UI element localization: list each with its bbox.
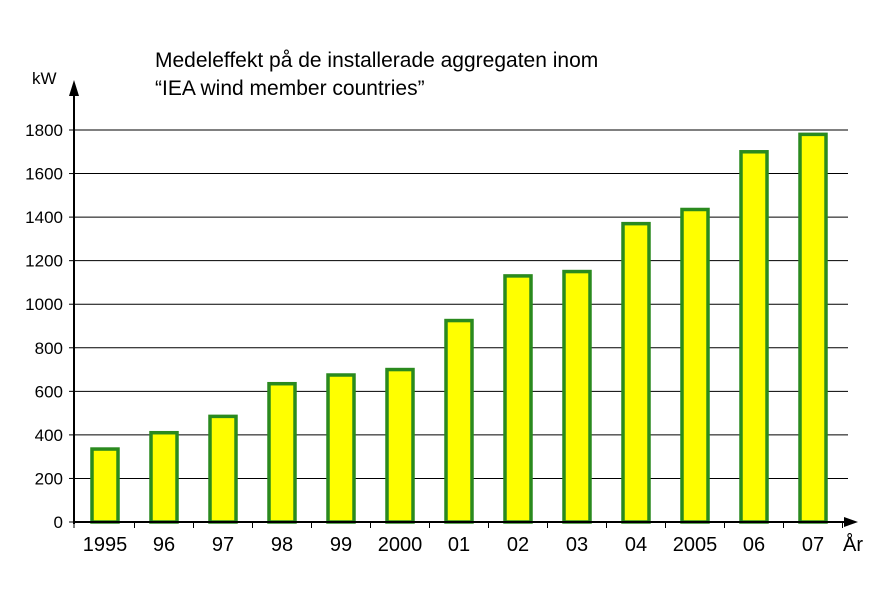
bar-98 xyxy=(267,381,297,524)
x-tick-label: 2005 xyxy=(673,534,718,556)
x-tick-label: 99 xyxy=(330,534,352,556)
x-tick-label: 97 xyxy=(212,534,234,556)
y-tick-label: 1800 xyxy=(25,121,63,140)
y-tick-label: 0 xyxy=(54,513,63,532)
bar-01 xyxy=(444,318,474,524)
bar-97 xyxy=(208,414,238,524)
bar-02 xyxy=(503,274,533,524)
x-tick-label: 98 xyxy=(271,534,293,556)
x-tick-label: 06 xyxy=(743,534,765,556)
x-tick-label: 01 xyxy=(448,534,470,556)
x-tick-label: 07 xyxy=(802,534,824,556)
x-tick-label: 96 xyxy=(153,534,175,556)
chart-title-line-2: “IEA wind member countries” xyxy=(155,77,425,100)
y-tick-label: 1200 xyxy=(25,252,63,271)
bar-03 xyxy=(562,269,592,524)
grid-lines xyxy=(74,129,848,479)
y-tick-label: 1600 xyxy=(25,165,63,184)
y-ticks: 0 200 400 600 800 1000 1200 1400 1600 1800 xyxy=(25,121,74,532)
x-tick-label: 1995 xyxy=(83,534,128,556)
bar-96 xyxy=(149,430,179,524)
bars xyxy=(90,132,828,524)
x-tick-label: 02 xyxy=(507,534,529,556)
x-tick-label: 2000 xyxy=(378,534,423,556)
bar-99 xyxy=(326,373,356,524)
x-ticks: 1995 96 97 98 99 2000 01 02 03 04 2005 06 07 xyxy=(73,522,843,556)
y-tick-label: 200 xyxy=(35,469,63,488)
y-tick-label: 600 xyxy=(35,382,63,401)
y-axis-label: kW xyxy=(32,69,57,88)
y-tick-label: 400 xyxy=(35,426,63,445)
y-axis-arrow xyxy=(69,80,79,96)
bar-04 xyxy=(621,221,651,524)
bar-1995 xyxy=(90,447,120,524)
bar-2005 xyxy=(680,207,710,524)
y-tick-label: 1000 xyxy=(25,295,63,314)
y-tick-label: 800 xyxy=(35,339,63,358)
x-tick-label: 04 xyxy=(625,534,647,556)
x-tick-label: 03 xyxy=(566,534,588,556)
x-axis-label: År xyxy=(843,533,863,556)
axes xyxy=(69,80,858,527)
bar-07 xyxy=(798,132,828,524)
chart-title-line-1: Medeleffekt på de installerade aggregate… xyxy=(155,49,598,72)
bar-06 xyxy=(739,150,769,524)
bar-2000 xyxy=(385,367,415,524)
y-tick-label: 1400 xyxy=(25,208,63,227)
x-axis-arrow xyxy=(844,517,858,527)
